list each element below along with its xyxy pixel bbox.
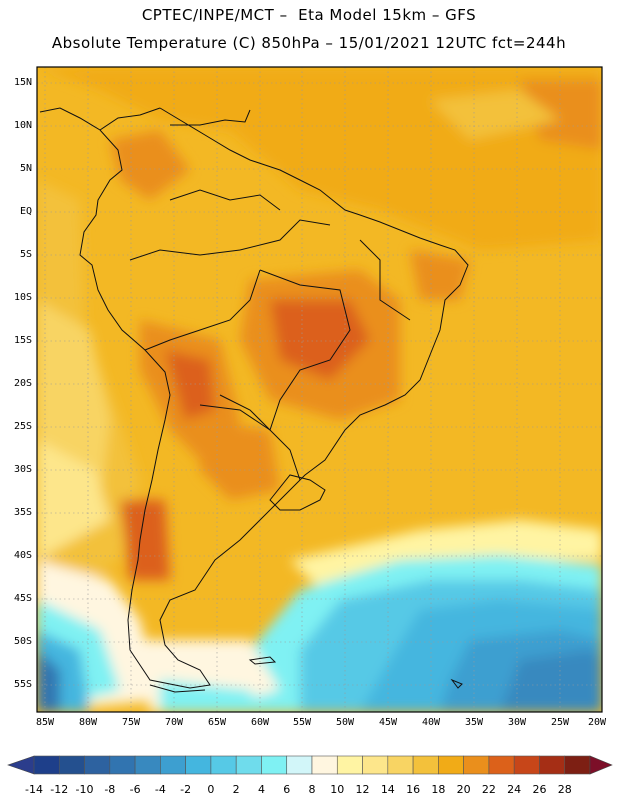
colorbar-over-arrow: [589, 755, 613, 775]
lat-label: 5S: [19, 249, 32, 260]
colorbar-swatch: [311, 755, 338, 775]
lat-label: EQ: [19, 206, 32, 217]
lat-label: 10S: [13, 292, 32, 303]
colorbar-swatch: [109, 755, 136, 775]
lon-label: 70W: [164, 717, 184, 728]
lon-label: 60W: [250, 717, 270, 728]
colorbar-tick-label: 28: [557, 783, 572, 796]
lat-label: 30S: [13, 464, 32, 475]
colorbar-tick-label: -14: [25, 783, 43, 796]
colorbar-swatch: [210, 755, 237, 775]
lon-label: 65W: [207, 717, 227, 728]
lon-label: 85W: [35, 717, 55, 728]
colorbar-swatch: [58, 755, 85, 775]
map-title-line2: Absolute Temperature (C) 850hPa – 15/01/…: [51, 34, 567, 52]
lon-label: 45W: [378, 717, 398, 728]
lat-label: 50S: [13, 636, 32, 647]
lon-label: 50W: [335, 717, 355, 728]
temperature-field: [37, 67, 602, 712]
colorbar-swatch: [362, 755, 389, 775]
lon-label: 20W: [587, 717, 607, 728]
colorbar-swatch: [185, 755, 212, 775]
colorbar-swatch: [488, 755, 515, 775]
colorbar-tick-label: -12: [50, 783, 69, 796]
lon-label: 40W: [421, 717, 441, 728]
colorbar-tick-label: -4: [154, 783, 166, 796]
colorbar-tick-label: -2: [180, 783, 192, 796]
colorbar-tick-label: 16: [406, 783, 421, 796]
colorbar-swatch: [160, 755, 186, 775]
colorbar-tick-label: 18: [431, 783, 446, 796]
colorbar-swatch: [336, 755, 363, 775]
colorbar-swatch: [286, 755, 313, 775]
colorbar-swatch: [387, 755, 414, 775]
colorbar-tick-label: 10: [330, 783, 345, 796]
colorbar-swatch: [463, 755, 490, 775]
colorbar-swatch: [564, 755, 591, 775]
lat-label: 25S: [13, 421, 32, 432]
colorbar-swatch: [539, 755, 566, 775]
colorbar-tick-label: 4: [257, 783, 265, 796]
lon-label: 55W: [292, 717, 312, 728]
colorbar-tick-label: 22: [481, 783, 496, 796]
colorbar-tick-label: 24: [507, 783, 522, 796]
lon-label: 80W: [78, 717, 98, 728]
colorbar-swatch: [412, 755, 439, 775]
lat-label: 5N: [19, 163, 32, 174]
lat-label: 15S: [13, 335, 32, 346]
colorbar-tick-label: 26: [532, 783, 547, 796]
colorbar-swatch: [513, 755, 540, 775]
lat-label: 15N: [13, 77, 32, 88]
map-border: [36, 66, 603, 713]
colorbar-tick-label: 6: [283, 783, 291, 796]
lat-label: 10N: [13, 120, 32, 131]
colorbar-tick-label: 14: [380, 783, 395, 796]
colorbar-tick-label: 12: [355, 783, 370, 796]
colorbar: [7, 755, 613, 775]
lon-label: 25W: [550, 717, 570, 728]
colorbar-tick-label: -6: [129, 783, 141, 796]
colorbar-swatch: [84, 755, 111, 775]
colorbar-tick-label: 0: [207, 783, 215, 796]
lat-label: 45S: [13, 593, 32, 604]
lat-label: 40S: [13, 550, 32, 561]
lat-label: 55S: [13, 679, 32, 690]
colorbar-under-arrow: [7, 755, 35, 775]
map-title-line1: CPTEC/INPE/MCT – Eta Model 15km – GFS: [141, 6, 477, 24]
lat-label: 20S: [13, 378, 32, 389]
lon-label: 35W: [464, 717, 484, 728]
lon-label: 30W: [507, 717, 527, 728]
lat-label: 35S: [13, 507, 32, 518]
lon-label: 75W: [121, 717, 141, 728]
colorbar-swatch: [235, 755, 262, 775]
coastlines: [39, 107, 469, 693]
colorbar-tick-label: 8: [308, 783, 316, 796]
colorbar-tick-label: -8: [104, 783, 116, 796]
colorbar-swatch: [33, 755, 60, 775]
colorbar-tick-label: -10: [75, 783, 94, 796]
colorbar-swatch: [134, 755, 161, 775]
colorbar-swatch: [438, 755, 464, 775]
colorbar-tick-label: 20: [456, 783, 471, 796]
colorbar-swatch: [261, 755, 288, 775]
colorbar-tick-label: 2: [232, 783, 240, 796]
